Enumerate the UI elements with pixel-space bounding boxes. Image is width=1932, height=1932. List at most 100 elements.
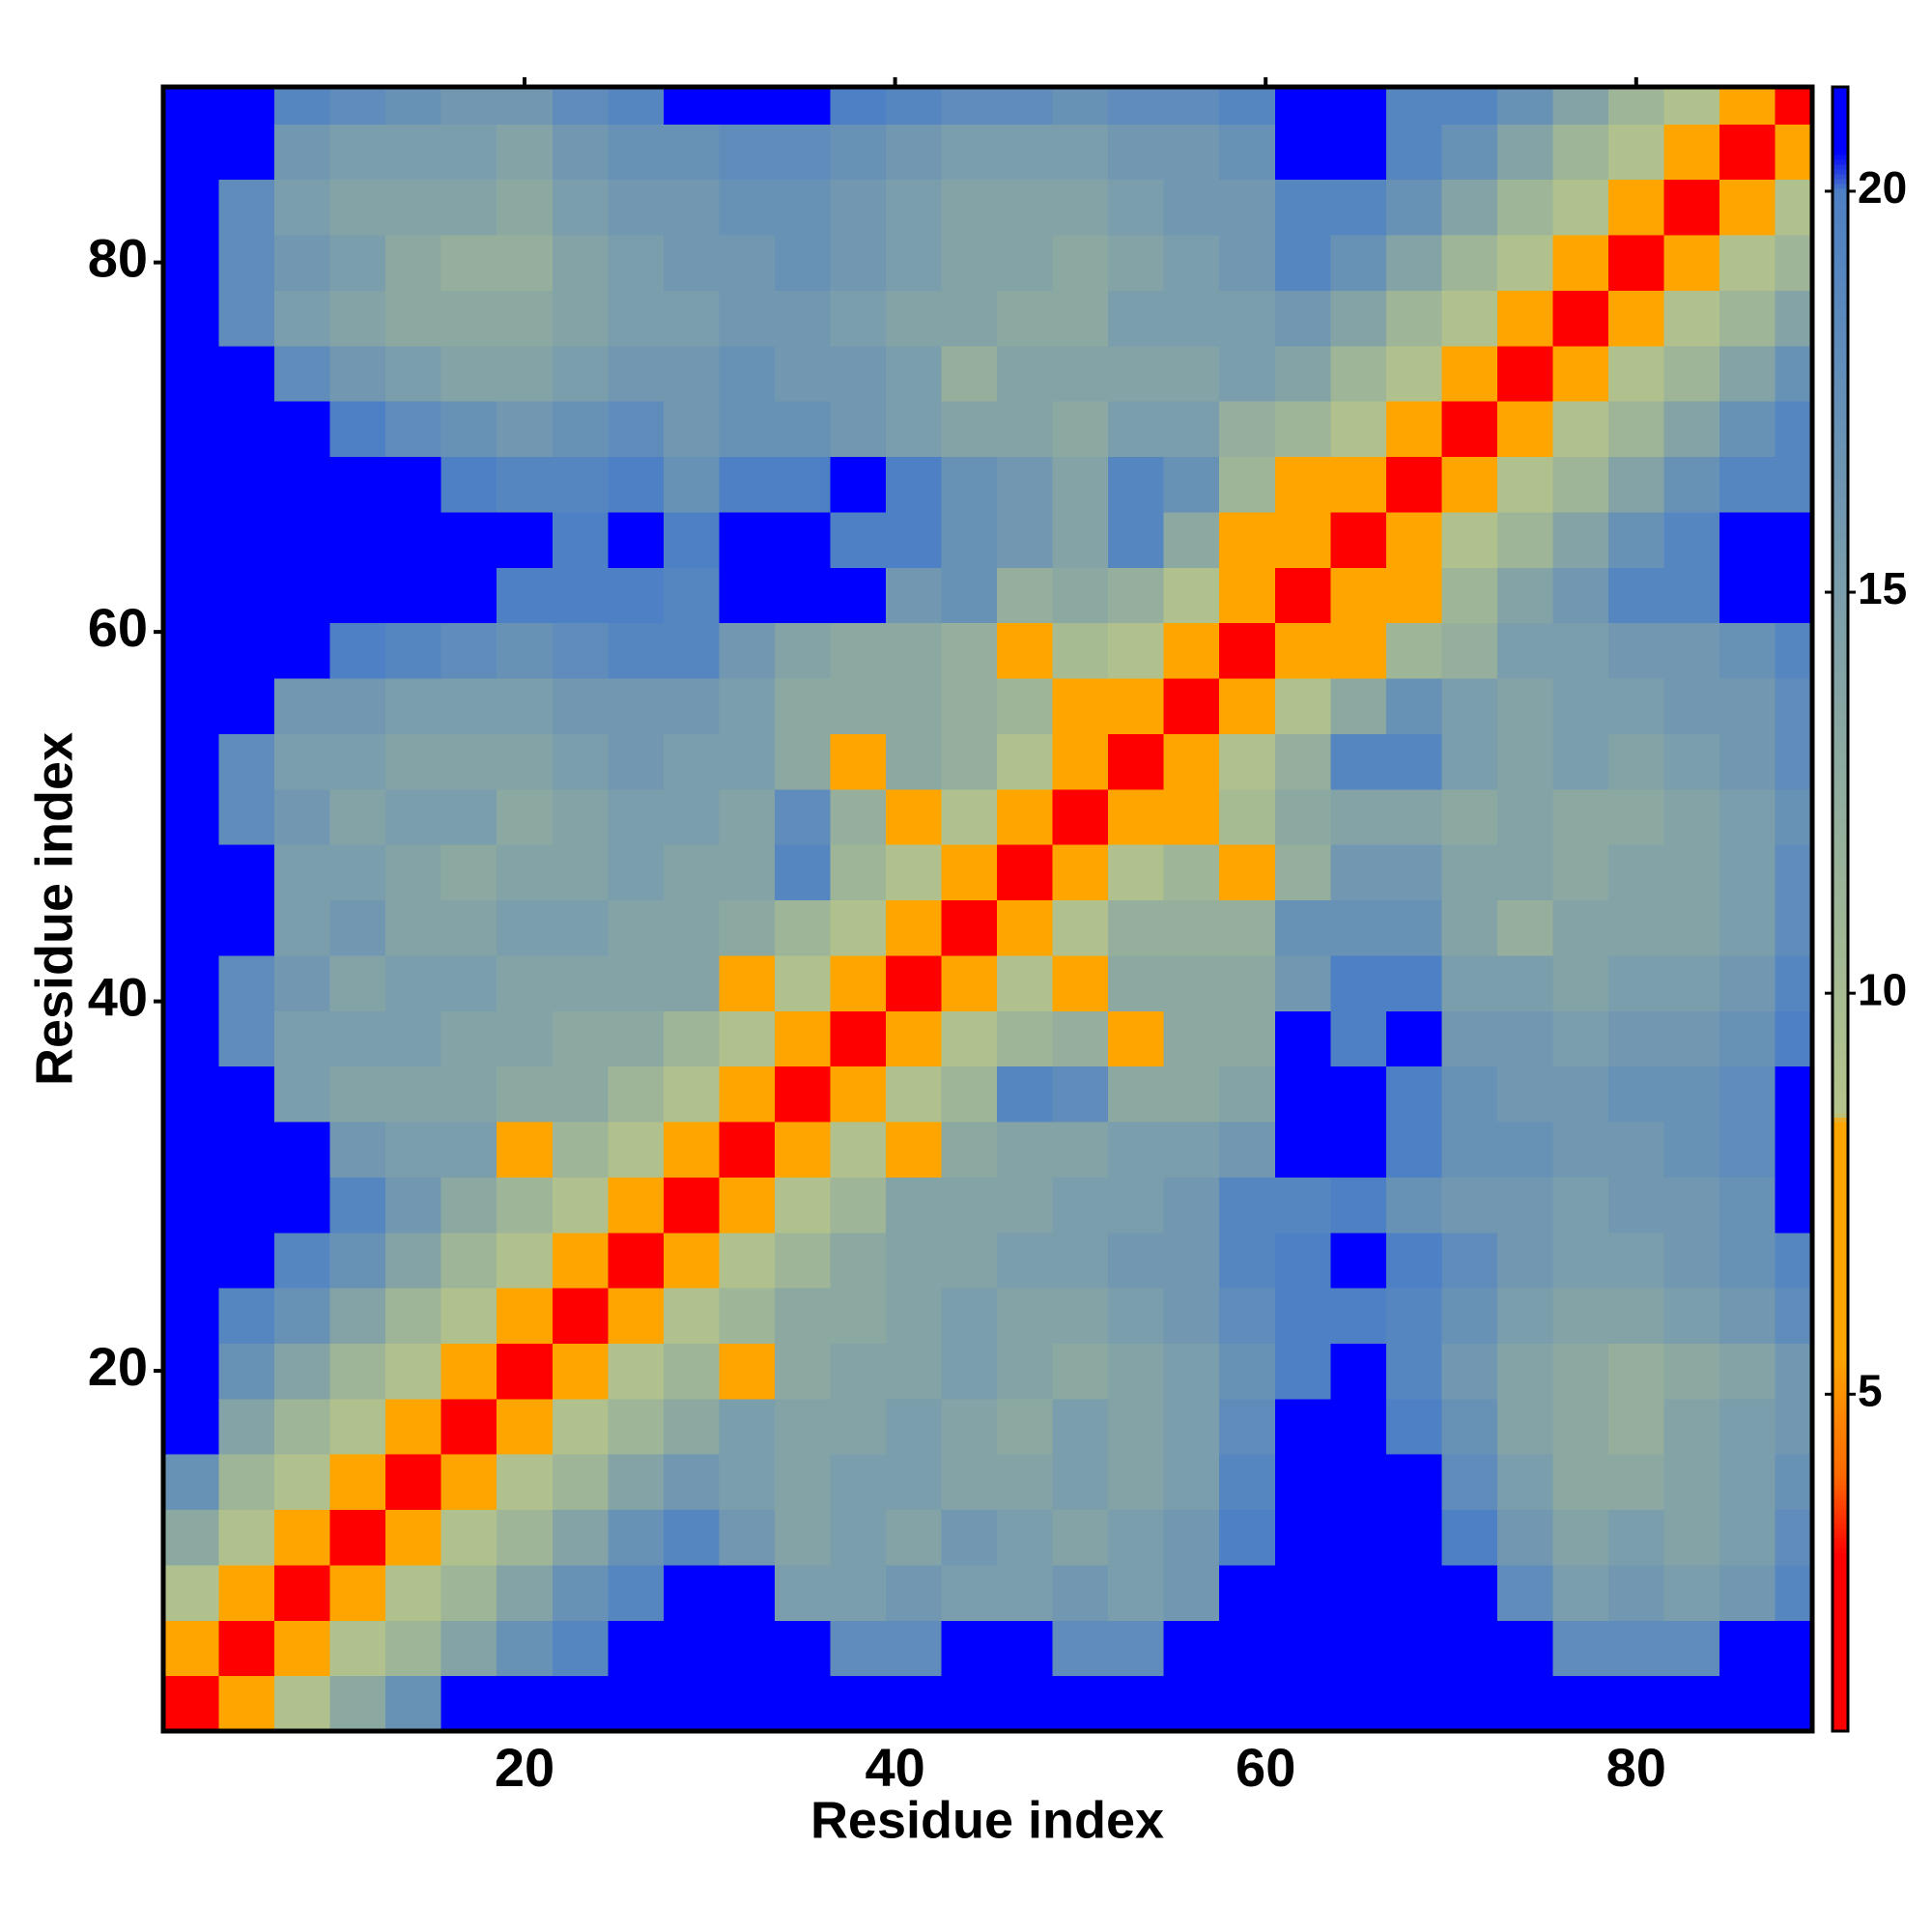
colorbar-segment	[1833, 1165, 1848, 1171]
heatmap-cell	[886, 733, 943, 790]
colorbar-segment	[1833, 1484, 1848, 1491]
colorbar-segment	[1833, 977, 1848, 982]
heatmap-cell	[440, 954, 497, 1011]
heatmap-cell	[1663, 1675, 1720, 1732]
colorbar-segment	[1833, 957, 1848, 963]
heatmap-cell	[440, 1620, 497, 1677]
colorbar-segment	[1833, 1329, 1848, 1336]
heatmap-cell	[218, 844, 275, 901]
heatmap-cell	[1719, 1398, 1776, 1455]
heatmap-cell	[830, 622, 887, 679]
heatmap-cell	[1163, 456, 1220, 513]
heatmap-cell	[1552, 1398, 1609, 1455]
heatmap-cell	[830, 1232, 887, 1289]
colorbar-segment	[1833, 101, 1848, 107]
heatmap-cell	[1719, 290, 1776, 347]
colorbar-segment	[1833, 203, 1848, 209]
heatmap-cell	[997, 1343, 1054, 1400]
colorbar-segment	[1833, 348, 1848, 354]
heatmap-cell	[163, 87, 220, 125]
heatmap-cell	[1385, 124, 1443, 181]
heatmap-cell	[774, 290, 832, 347]
heatmap-cell	[1441, 1564, 1498, 1621]
heatmap-cell	[719, 733, 776, 790]
colorbar-segment	[1833, 1049, 1848, 1055]
heatmap-cell	[1608, 1343, 1665, 1400]
heatmap-cell	[385, 1177, 442, 1234]
heatmap-cell	[163, 788, 220, 845]
heatmap-cell	[1219, 1454, 1276, 1511]
heatmap-cell	[1052, 401, 1109, 458]
heatmap-cell	[218, 954, 275, 1011]
colorbar-segment	[1833, 295, 1848, 300]
heatmap-cell	[663, 87, 720, 125]
heatmap-cell	[1608, 677, 1665, 734]
heatmap-cell	[1108, 456, 1165, 513]
heatmap-cell	[1163, 511, 1220, 568]
heatmap-cell	[329, 1177, 386, 1234]
heatmap-cell	[1274, 234, 1331, 291]
colorbar-segment	[1833, 353, 1848, 358]
heatmap-cell	[886, 511, 943, 568]
heatmap-cell	[719, 290, 776, 347]
heatmap-cell	[163, 1010, 220, 1067]
heatmap-cell	[385, 844, 442, 901]
heatmap-cell	[1052, 1065, 1109, 1122]
colorbar-segment	[1833, 1363, 1848, 1370]
heatmap-cell	[163, 456, 220, 513]
heatmap-cell	[1775, 234, 1813, 291]
heatmap-cell	[385, 456, 442, 513]
heatmap-cell	[941, 456, 998, 513]
heatmap-cell	[886, 345, 943, 402]
colorbar-segment	[1833, 1464, 1848, 1471]
heatmap-cell	[1274, 1454, 1331, 1511]
heatmap-cell	[663, 1398, 720, 1455]
heatmap-cell	[663, 1232, 720, 1289]
heatmap-cell	[1330, 345, 1387, 402]
heatmap-cell	[440, 345, 497, 402]
colorbar-segment	[1833, 749, 1848, 755]
heatmap-cell	[1719, 1232, 1776, 1289]
heatmap-cell	[274, 677, 331, 734]
heatmap-cell	[552, 124, 609, 181]
colorbar-segment	[1833, 507, 1848, 514]
heatmap-cell	[552, 1509, 609, 1566]
heatmap-cell	[1552, 1232, 1609, 1289]
heatmap-cell	[1274, 456, 1331, 513]
heatmap-cell	[886, 1121, 943, 1178]
colorbar-segment	[1833, 986, 1848, 992]
heatmap-cell	[1385, 788, 1443, 845]
heatmap-cell	[830, 1620, 887, 1677]
heatmap-cell	[663, 1177, 720, 1234]
heatmap-cell	[1052, 1343, 1109, 1400]
heatmap-cell	[1385, 1121, 1443, 1178]
heatmap-cell	[1663, 954, 1720, 1011]
colorbar-segment	[1833, 1561, 1848, 1568]
colorbar-segment	[1833, 319, 1848, 325]
heatmap-cell	[1552, 1343, 1609, 1400]
colorbar-segment	[1833, 923, 1848, 929]
heatmap-cell	[1663, 567, 1720, 624]
colorbar-segment	[1833, 903, 1848, 910]
heatmap-cell	[1052, 677, 1109, 734]
colorbar-segment	[1833, 1426, 1848, 1433]
colorbar-segment	[1833, 662, 1848, 668]
heatmap-cell	[1274, 179, 1331, 236]
heatmap-cell	[329, 622, 386, 679]
heatmap-cell	[1385, 1454, 1443, 1511]
x-tick-label: 40	[865, 1737, 924, 1798]
heatmap-cell	[1441, 677, 1498, 734]
heatmap-cell	[1330, 1177, 1387, 1234]
heatmap-cell	[1608, 1065, 1665, 1122]
heatmap-cell	[274, 1620, 331, 1677]
colorbar-segment	[1833, 1537, 1848, 1544]
heatmap-cell	[941, 1010, 998, 1067]
colorbar-segment	[1833, 246, 1848, 252]
heatmap-cell	[1496, 456, 1554, 513]
colorbar-segment	[1833, 174, 1848, 180]
heatmap-cell	[1219, 1509, 1276, 1566]
heatmap-cell	[1775, 511, 1813, 568]
heatmap-cell	[497, 87, 554, 125]
heatmap-cell	[719, 1232, 776, 1289]
heatmap-cell	[1496, 567, 1554, 624]
